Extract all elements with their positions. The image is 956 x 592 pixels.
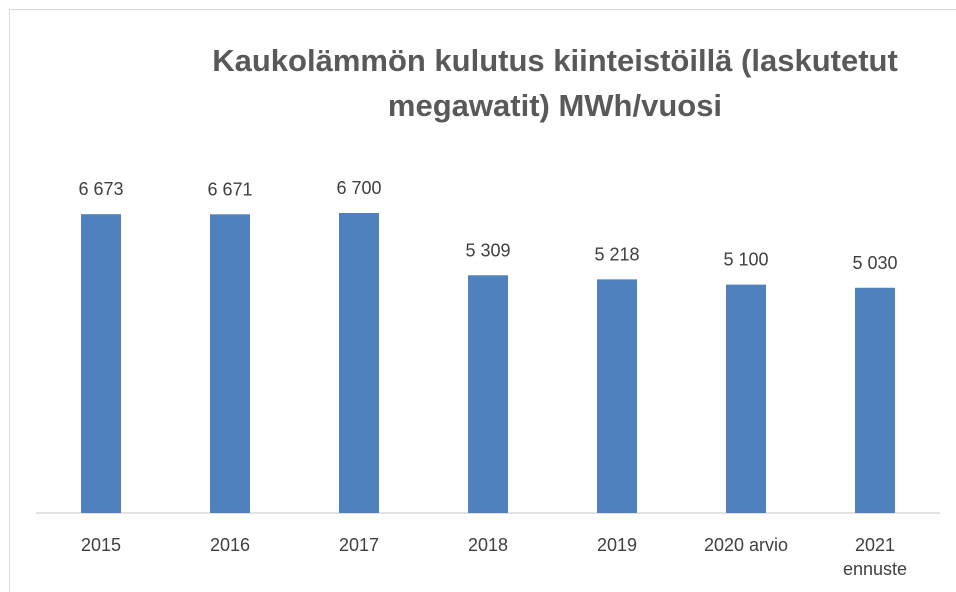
- value-label: 6 671: [207, 179, 252, 199]
- bar: [855, 287, 895, 513]
- chart-title: Kaukolämmön kulutus kiinteistöillä (lask…: [212, 43, 898, 123]
- bar: [597, 279, 637, 513]
- value-label: 5 218: [594, 244, 639, 264]
- bar: [339, 213, 379, 513]
- chart-frame: [9, 9, 956, 592]
- x-tick-label: 2017: [338, 535, 380, 555]
- bar: [726, 284, 766, 513]
- bar: [210, 214, 250, 513]
- x-tick-label: 2018: [467, 535, 509, 555]
- value-label: 5 309: [465, 240, 510, 260]
- bar: [468, 275, 508, 513]
- value-label: 6 673: [78, 179, 123, 199]
- x-tick-label: 2016: [209, 535, 251, 555]
- x-tick-label: 2015: [80, 535, 122, 555]
- x-tick-label: 2020 arvio: [703, 535, 789, 555]
- x-tick-label: 2019: [596, 535, 638, 555]
- x-tick-label: 2021 ennuste: [842, 535, 908, 579]
- bar: [81, 214, 121, 513]
- value-label: 5 030: [852, 253, 897, 273]
- value-label: 6 700: [336, 178, 381, 198]
- value-label: 5 100: [723, 250, 768, 270]
